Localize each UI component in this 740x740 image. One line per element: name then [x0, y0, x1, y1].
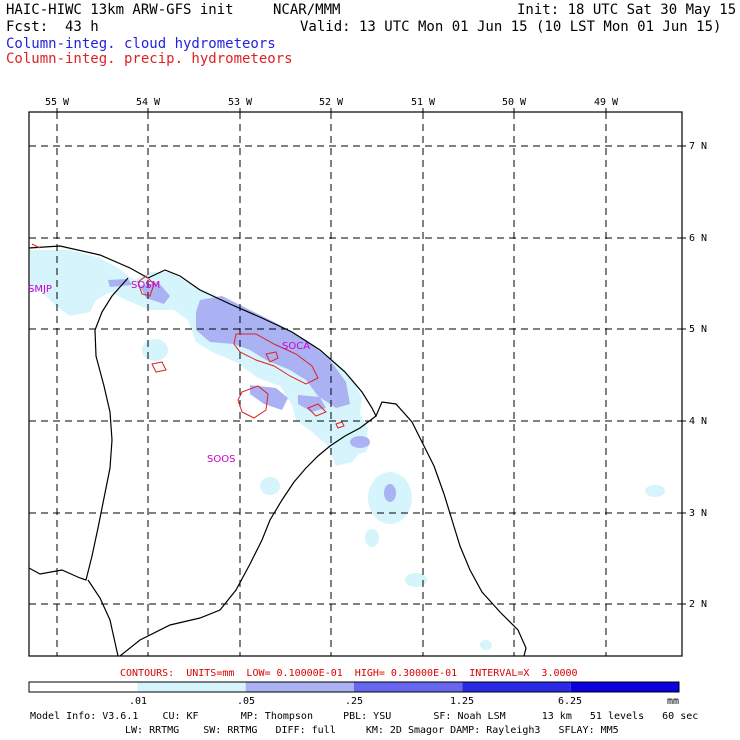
forecast-hours: 43 h [65, 19, 99, 35]
model-info-line2: LW: RRTMG SW: RRTMG DIFF: full KM: 2D Sm… [125, 725, 619, 736]
cloud-mid-shading [108, 279, 396, 502]
border-guiana-brazil [119, 415, 377, 656]
colorbar-label: 1.25 [450, 696, 475, 707]
station-label: SOOS [207, 454, 235, 465]
lat-label-5n: 5 N [689, 324, 708, 335]
model-title: HAIC-HIWC 13km ARW-GFS init [6, 2, 234, 18]
lon-label-53w: 53 W [228, 97, 253, 108]
lon-label-55w: 55 W [45, 97, 70, 108]
lat-label-3n: 3 N [689, 508, 708, 519]
colorbar-units: mm [667, 696, 680, 707]
lon-label-50w: 50 W [502, 97, 527, 108]
colorbar-label: 6.25 [558, 696, 583, 707]
lat-label-4n: 4 N [689, 416, 708, 427]
colorbar-label: .01 [129, 696, 148, 707]
station-label: SOCA [282, 341, 310, 352]
colorbar-label: .25 [345, 696, 364, 707]
lat-label-7n: 7 N [689, 141, 708, 152]
org-label: NCAR/MMM [273, 2, 341, 18]
colorbar-label: .05 [237, 696, 256, 707]
axis-ticks [56, 108, 686, 605]
lon-label-54w: 54 W [136, 97, 161, 108]
field-label-cloud: Column-integ. cloud hydrometeors [6, 36, 276, 52]
lat-lon-grid [29, 112, 682, 656]
lat-label-6n: 6 N [689, 233, 708, 244]
lon-label-51w: 51 W [411, 97, 436, 108]
coastline [29, 245, 527, 656]
map-frame [28, 111, 683, 657]
station-label: SMJP [28, 284, 52, 295]
lon-label-49w: 49 W [594, 97, 619, 108]
lat-label-2n: 2 N [689, 599, 708, 610]
field-label-precip: Column-integ. precip. hydrometeors [6, 51, 293, 67]
border-suriname-guyana [29, 277, 129, 581]
contour-info: CONTOURS: UNITS=mm LOW= 0.10000E-01 HIGH… [120, 668, 578, 679]
model-info-line1: Model Info: V3.6.1 CU: KF MP: Thompson P… [30, 711, 699, 722]
precip-contours [31, 243, 345, 429]
border-brazil-south [87, 579, 119, 656]
lon-label-52w: 52 W [319, 97, 344, 108]
station-label: SOSM [131, 280, 160, 291]
valid-time: Valid: 13 UTC Mon 01 Jun 15 (10 LST Mon … [300, 19, 722, 35]
forecast-label: Fcst: [6, 19, 49, 35]
init-time: Init: 18 UTC Sat 30 May 15 [517, 2, 737, 18]
cloud-light-shading [30, 250, 665, 650]
